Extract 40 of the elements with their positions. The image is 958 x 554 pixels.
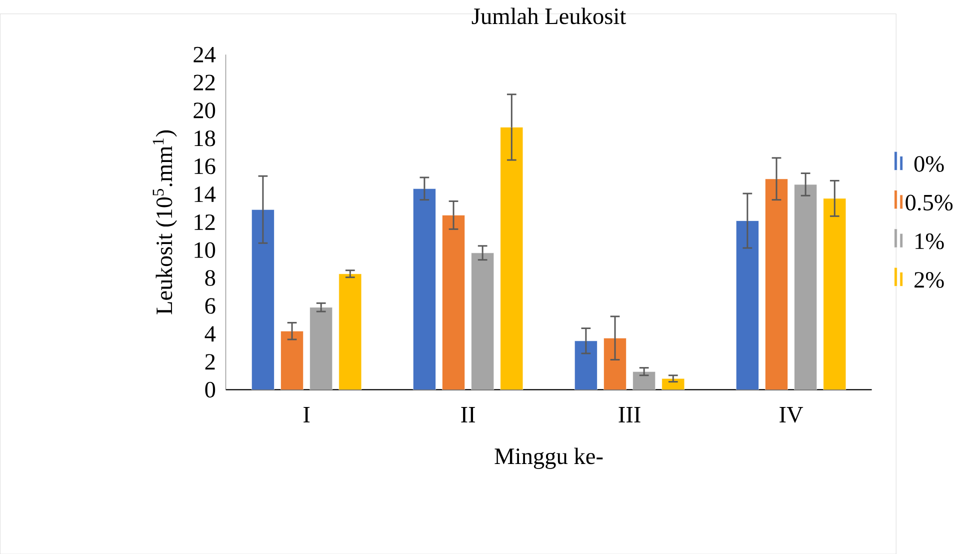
bar <box>251 209 274 390</box>
y-tick-label: 10 <box>194 242 216 258</box>
x-tick-label: IV <box>780 406 804 423</box>
y-tick-label: 24 <box>194 46 216 62</box>
legend-label: 0% <box>914 156 944 172</box>
bar <box>280 330 304 390</box>
x-axis-title: Minggu ke- <box>494 448 603 469</box>
bar <box>736 220 759 390</box>
y-tick-label: 16 <box>194 158 216 174</box>
x-tick-label: I <box>304 406 310 422</box>
bar <box>412 188 436 390</box>
legend-label: 0.5% <box>906 194 953 210</box>
bar <box>500 126 524 390</box>
y-tick-label: 20 <box>194 102 216 118</box>
bar <box>765 178 788 390</box>
y-tick-label: 8 <box>205 270 216 286</box>
bar <box>632 371 656 390</box>
bar <box>604 338 626 390</box>
y-tick-label: 14 <box>194 186 216 202</box>
bar <box>574 340 598 390</box>
y-axis-title: Leukosit (10$^{5}$.mm$^{1}$) <box>152 130 177 314</box>
y-tick-label: 0 <box>205 382 216 398</box>
y-tick-label: 18 <box>194 130 216 146</box>
y-tick-label: 6 <box>205 298 216 314</box>
y-tick-label: 22 <box>194 74 215 90</box>
legend-label: 1% <box>916 233 944 250</box>
bar <box>794 184 818 390</box>
x-tick-label: III <box>618 406 640 422</box>
bar <box>662 378 685 390</box>
bar <box>823 198 846 390</box>
chart-title: Jumlah Leukosit <box>472 8 626 24</box>
legend-label: 2% <box>914 272 944 288</box>
x-tick-label: II <box>461 406 475 422</box>
y-tick-label: 4 <box>204 326 216 342</box>
y-tick-label: 12 <box>194 214 215 230</box>
bar <box>442 214 466 390</box>
bar <box>338 274 362 390</box>
bar <box>310 307 333 390</box>
bar <box>471 252 494 390</box>
y-tick-label: 2 <box>205 354 215 370</box>
